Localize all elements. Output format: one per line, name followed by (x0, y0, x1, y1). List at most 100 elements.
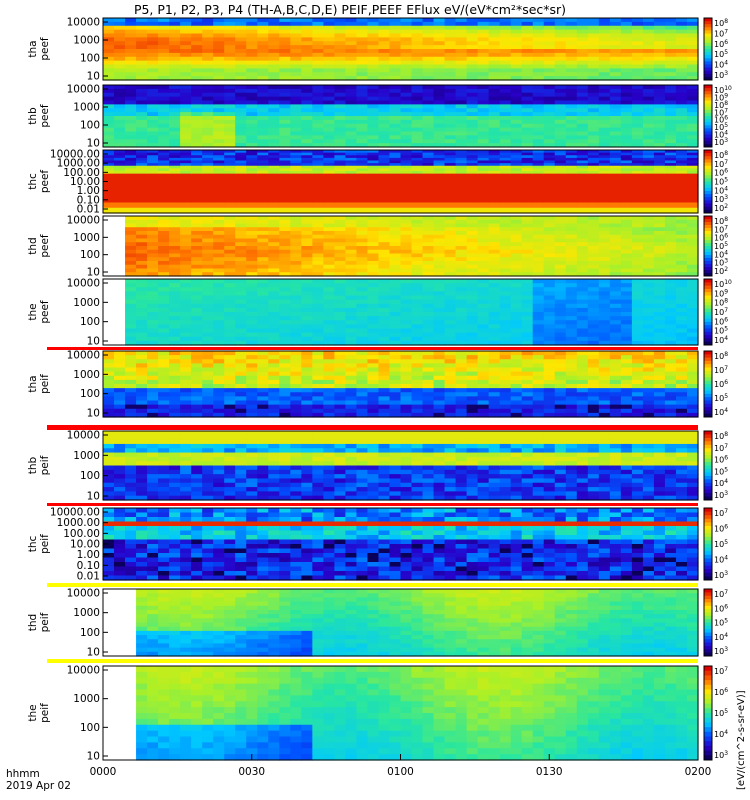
spectrogram-cell (147, 234, 159, 240)
spectrogram-cell (136, 186, 148, 190)
spectrogram-cell (312, 264, 324, 270)
spectrogram-cell (609, 181, 622, 185)
spectrogram-cell (510, 37, 523, 42)
spectrogram-cell (466, 324, 479, 330)
spectrogram-cell (499, 246, 512, 251)
spectrogram-cell (543, 340, 556, 346)
spectrogram-cell (499, 21, 512, 27)
spectrogram-cell (279, 173, 291, 177)
spectrogram-cell (323, 227, 335, 232)
spectrogram-cell (213, 316, 225, 321)
spectrogram-cell (466, 18, 479, 23)
spectrogram-cell (136, 246, 148, 251)
spectrogram-cell (631, 45, 644, 50)
spectrogram-cell (213, 332, 225, 338)
colorbar-tick-label: 1010 (714, 279, 732, 289)
spectrogram-cell (609, 189, 622, 193)
spectrogram-cell (653, 41, 666, 46)
spectrogram-cell (389, 336, 402, 342)
spectrogram-cell (642, 131, 655, 136)
spectrogram-cell (224, 181, 236, 185)
spectrogram-cell (565, 279, 578, 284)
spectrogram-cell (488, 60, 501, 66)
spectrogram-cell (598, 299, 611, 305)
spectrogram-cell (158, 181, 170, 185)
spectrogram-cell (257, 60, 269, 66)
spectrogram-cell (191, 29, 203, 35)
spectrogram-cell (565, 119, 578, 125)
spectrogram-cell (367, 56, 380, 62)
spectrogram-cell (389, 320, 402, 325)
spectrogram-cell (125, 202, 137, 206)
spectrogram-cell (587, 231, 600, 236)
spectrogram-cell (620, 21, 633, 27)
spectrogram-cell (543, 56, 556, 62)
spectrogram-cell (455, 242, 468, 247)
spectrogram-cell (554, 287, 567, 292)
spectrogram-cell (136, 171, 148, 175)
spectrogram-cell (290, 340, 302, 346)
colorbar-swatch (704, 140, 712, 145)
spectrogram-cell (202, 287, 214, 292)
spectrogram-cell (257, 68, 269, 73)
spectrogram-cell (664, 181, 677, 185)
spectrogram-cell (180, 96, 192, 102)
spectrogram-cell (224, 33, 236, 38)
spectrogram-cell (279, 261, 291, 266)
spectrogram-cell (686, 272, 699, 277)
spectrogram-cell (510, 127, 523, 133)
spectrogram-cell (180, 332, 192, 338)
spectrogram-cell (158, 85, 170, 90)
spectrogram-cell (686, 41, 699, 46)
spectrogram-cell (499, 316, 512, 321)
spectrogram-cell (609, 52, 622, 58)
spectrogram-cell (323, 246, 335, 251)
spectrogram-cell (290, 316, 302, 321)
spectrogram-cell (664, 197, 677, 201)
spectrogram-cell (356, 96, 369, 102)
spectrogram-cell (609, 261, 622, 266)
spectrogram-cell (532, 119, 545, 125)
spectrogram-cell (213, 210, 225, 214)
spectrogram-cell (565, 291, 578, 297)
spectrogram-cell (378, 227, 391, 232)
spectrogram-cell (147, 257, 159, 262)
spectrogram-cell (543, 157, 556, 162)
spectrogram-cell (433, 324, 446, 330)
spectrogram-cell (125, 163, 137, 167)
spectrogram-cell (378, 173, 391, 177)
spectrogram-cell (224, 165, 236, 169)
spectrogram-cell (103, 25, 115, 31)
spectrogram-cell (125, 223, 137, 228)
spectrogram-cell (477, 287, 490, 292)
spectrogram-cell (521, 210, 534, 214)
spectrogram-cell (356, 253, 369, 258)
spectrogram-cell (532, 173, 545, 177)
spectrogram-cell (620, 76, 633, 81)
spectrogram-cell (499, 108, 512, 113)
spectrogram-cell (367, 49, 380, 54)
spectrogram-cell (290, 33, 302, 38)
spectrogram-cell (301, 192, 313, 196)
spectrogram-cell (180, 25, 192, 31)
spectrogram-cell (565, 253, 578, 258)
spectrogram-cell (642, 33, 655, 38)
spectrogram-cell (631, 60, 644, 66)
spectrogram-cell (675, 163, 688, 167)
spectrogram-cell (554, 139, 567, 144)
spectrogram-cell (246, 176, 258, 180)
spectrogram-cell (114, 33, 126, 38)
spectrogram-cell (213, 150, 225, 154)
spectrogram-cell (686, 173, 699, 177)
spectrogram-cell (400, 127, 413, 133)
spectrogram-cell (400, 181, 413, 185)
spectrogram-cell (235, 328, 247, 334)
spectrogram-cell (312, 123, 324, 129)
spectrogram-cell (664, 104, 677, 109)
spectrogram-cell (598, 287, 611, 292)
spectrogram-cell (510, 104, 523, 109)
spectrogram-cell (356, 49, 369, 54)
spectrogram-cell (510, 283, 523, 288)
spectrogram-cell (213, 223, 225, 228)
spectrogram-cell (191, 287, 203, 292)
